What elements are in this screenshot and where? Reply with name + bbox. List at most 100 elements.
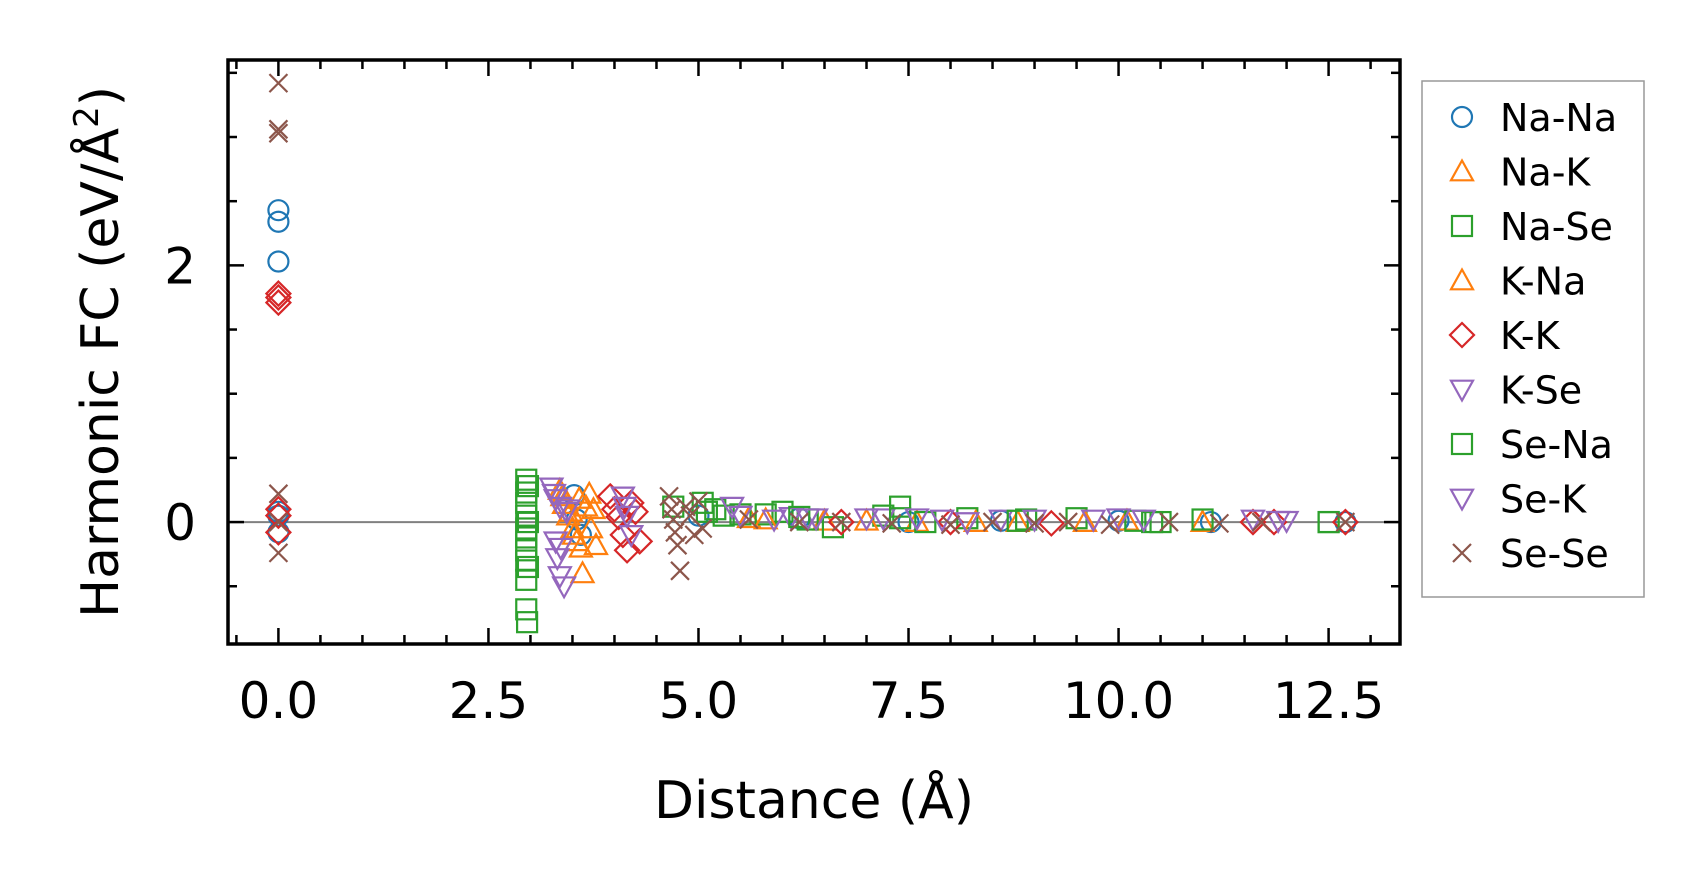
y-tick-label: 2 (164, 237, 196, 295)
data-point (268, 543, 289, 563)
data-point (853, 508, 880, 532)
data-point (264, 289, 292, 317)
legend-item-se-k: Se-K (1449, 478, 1587, 522)
data-point (561, 521, 588, 545)
legend-item-na-na: Na-Na (1450, 96, 1617, 140)
data-point (578, 515, 604, 539)
data-point (515, 526, 538, 549)
data-point (1037, 509, 1065, 537)
legend-marker (1450, 432, 1474, 456)
x-axis-label: Distance (Å) (654, 769, 974, 831)
data-point (665, 522, 685, 543)
data-point (569, 560, 596, 584)
legend-item-se-se: Se-Se (1452, 532, 1609, 576)
legend-label: Na-K (1500, 151, 1591, 195)
data-point (788, 505, 811, 529)
data-point (1335, 512, 1356, 532)
data-point (268, 484, 289, 504)
data-layer (228, 73, 1400, 634)
data-point (267, 250, 290, 273)
x-tick-label: 12.5 (1273, 672, 1384, 730)
legend-marker (1450, 105, 1474, 129)
data-point (754, 503, 777, 526)
data-point (1021, 509, 1048, 533)
legend-item-se-na: Se-Na (1450, 423, 1613, 467)
legend-marker (1450, 214, 1474, 238)
data-point (1058, 512, 1078, 532)
data-point (1334, 510, 1357, 534)
data-point (268, 73, 289, 93)
data-point (827, 508, 855, 536)
data-point (940, 514, 961, 535)
ticks-layer: 0.0 2.5 5.0 7.5 10.0 12.5 0 2 (164, 60, 1400, 730)
data-point (1159, 512, 1179, 532)
data-point (1024, 513, 1045, 534)
data-point (761, 509, 787, 533)
data-point (267, 504, 290, 527)
data-point (1006, 509, 1029, 532)
legend: Na-Na Na-K Na-Se K-Na K-K K-Se Se-Na Se-K Se-Se (1421, 80, 1645, 598)
legend-marker (1449, 379, 1475, 403)
data-point (549, 483, 576, 507)
data-point (515, 568, 538, 591)
data-point (752, 506, 779, 530)
y-tick-label: 0 (164, 494, 196, 552)
data-point (614, 505, 640, 529)
data-point (268, 123, 289, 143)
legend-label: K-K (1500, 314, 1561, 358)
legend-marker (1448, 321, 1476, 349)
data-point (1015, 508, 1038, 531)
data-point (264, 518, 292, 546)
data-point (264, 502, 292, 530)
data-point (695, 500, 718, 523)
data-point (684, 525, 705, 545)
data-point (1189, 508, 1216, 532)
data-point (889, 495, 912, 518)
legend-item-na-se: Na-Se (1450, 205, 1613, 249)
legend-label: K-Na (1500, 260, 1586, 304)
x-tick-label: 5.0 (659, 672, 739, 730)
legend-label: Se-Se (1500, 532, 1609, 576)
y-axis-label: Harmonic FC (eV/Å2) (67, 86, 131, 618)
legend-label: Na-Na (1500, 96, 1617, 140)
legend-marker (1449, 158, 1475, 182)
data-point (954, 512, 981, 536)
data-point (618, 525, 645, 549)
x-tick-label: 10.0 (1063, 672, 1174, 730)
data-point (789, 512, 810, 532)
data-point (1331, 508, 1359, 536)
data-point (670, 561, 690, 581)
data-point (569, 523, 592, 547)
legend-item-k-se: K-Se (1449, 369, 1582, 413)
data-point (547, 537, 574, 562)
series-na-na (267, 199, 1357, 547)
data-point (516, 510, 540, 534)
data-point (268, 119, 289, 140)
legend-label: K-Se (1500, 369, 1582, 413)
data-point (553, 501, 580, 526)
data-point (1317, 510, 1340, 534)
legend-marker (1449, 267, 1475, 291)
data-point (516, 555, 540, 579)
data-point (1100, 514, 1120, 535)
data-point (904, 508, 930, 532)
y-axis-label-sup: 2 (67, 106, 107, 128)
data-point (542, 531, 569, 555)
data-point (736, 504, 762, 529)
data-point (567, 534, 594, 558)
data-point (626, 527, 654, 555)
data-point (516, 475, 540, 498)
data-point (583, 531, 609, 556)
data-point (264, 283, 292, 312)
y-axis-label-close: ) (71, 86, 131, 106)
legend-item-na-k: Na-K (1449, 151, 1591, 195)
data-point (1105, 508, 1132, 532)
legend-marker (1449, 488, 1475, 512)
data-point (551, 576, 577, 600)
series-k-na (549, 483, 1098, 545)
data-point (811, 507, 838, 531)
data-point (1191, 508, 1214, 531)
data-point (515, 598, 538, 621)
data-point (611, 496, 638, 520)
y-axis-label-main: Harmonic FC (eV/Å (69, 127, 131, 618)
